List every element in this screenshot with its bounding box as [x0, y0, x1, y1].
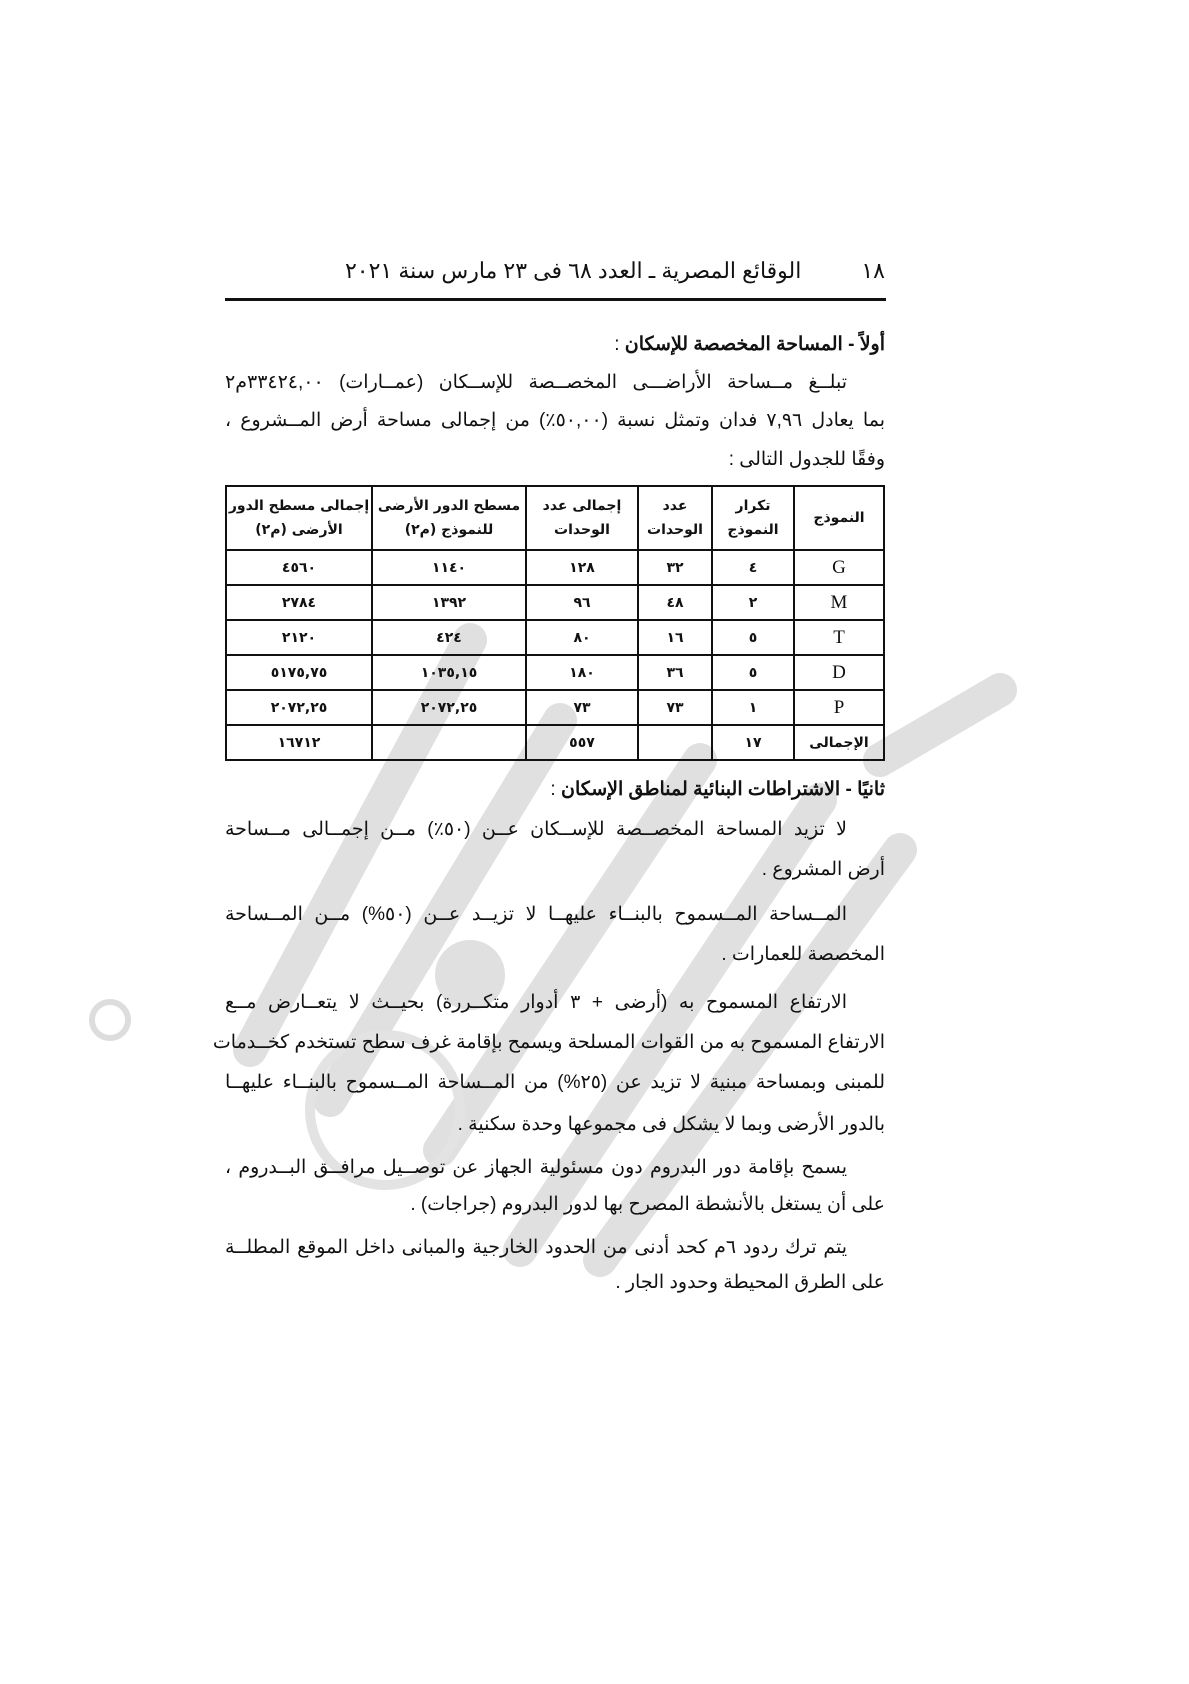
table-row: P ١ ٧٣ ٧٣ ٢٠٧٢,٢٥ ٢٠٧٢,٢٥: [225, 689, 885, 726]
table-cell: ١٧: [711, 724, 795, 761]
section2-line: بالدور الأرضى وبما لا يشكل فى مجموعها وح…: [457, 1114, 885, 1135]
table-cell: ٤٨: [637, 584, 713, 621]
table-cell: P: [793, 689, 885, 726]
table-cell: ٣٦: [637, 654, 713, 691]
section1-heading: أولاً - المساحة المخصصة للإسكان :: [614, 334, 885, 355]
table-cell: ٤٢٤: [371, 619, 527, 656]
section1-line: بما يعادل ٧,٩٦ فدان وتمثل نسبة (٥٠,٠٠٪) …: [225, 410, 885, 431]
table-cell: ١٦: [637, 619, 713, 656]
table-cell: D: [793, 654, 885, 691]
table-cell: T: [793, 619, 885, 656]
section1-line: وفقًا للجدول التالى :: [728, 449, 885, 470]
table-cell: ٢١٢٠: [225, 619, 373, 656]
section2-heading: ثانيًا - الاشتراطات البنائية لمناطق الإس…: [550, 779, 885, 800]
table-row: D ٥ ٣٦ ١٨٠ ١٠٣٥,١٥ ٥١٧٥,٧٥: [225, 654, 885, 691]
table-cell: ١٦٧١٢: [225, 724, 373, 761]
table-total-row: الإجمالى ١٧ ٥٥٧ ١٦٧١٢: [225, 724, 885, 761]
table-cell: ٣٢: [637, 549, 713, 586]
table-row: M ٢ ٤٨ ٩٦ ١٣٩٢ ٢٧٨٤: [225, 584, 885, 621]
column-header: مسطح الدور الأرضى للنموذج (م٢): [371, 485, 527, 551]
table-cell: ١٨٠: [525, 654, 639, 691]
table-cell: ٢: [711, 584, 795, 621]
section2-line: الارتفاع المسموح به (أرضى + ٣ أدوار متكـ…: [225, 992, 847, 1013]
header-rule: [225, 298, 886, 301]
section2-line: الارتفاع المسموح به من القوات المسلحة وي…: [212, 1032, 885, 1053]
section2-line: يسمح بإقامة دور البدروم دون مسئولية الجه…: [225, 1157, 847, 1178]
section2-line: أرض المشروع .: [761, 859, 885, 880]
table-cell: ٧٣: [637, 689, 713, 726]
publication-title: الوقائع المصرية ـ العدد ٦٨ فى ٢٣ مارس سن…: [344, 258, 802, 283]
table-cell: ٥١٧٥,٧٥: [225, 654, 373, 691]
table-cell: ٩٦: [525, 584, 639, 621]
table-cell: ١٠٣٥,١٥: [371, 654, 527, 691]
section2-line: لا تزيد المساحة المخصــصة للإســكان عــن…: [225, 819, 848, 840]
column-header: تكرار النموذج: [711, 485, 795, 551]
page-header: ١٨ الوقائع المصرية ـ العدد ٦٨ فى ٢٣ مارس…: [225, 258, 885, 284]
section2-line: المــساحة المــسموح بالبنــاء عليهــا لا…: [225, 904, 847, 925]
section2-line: على أن يستغل بالأنشطة المصرح بها لدور ال…: [410, 1194, 885, 1215]
table-cell: ٤: [711, 549, 795, 586]
table-cell: ٨٠: [525, 619, 639, 656]
column-header: إجمالى عدد الوحدات: [525, 485, 639, 551]
table-row: T ٥ ١٦ ٨٠ ٤٢٤ ٢١٢٠: [225, 619, 885, 656]
table-cell: M: [793, 584, 885, 621]
table-cell: ٥: [711, 619, 795, 656]
table-cell: ٧٣: [525, 689, 639, 726]
table-cell: ٢٧٨٤: [225, 584, 373, 621]
column-header: إجمالى مسطح الدور الأرضى (م٢): [225, 485, 373, 551]
section2-line: المخصصة للعمارات .: [721, 944, 885, 965]
table-row: G ٤ ٣٢ ١٢٨ ١١٤٠ ٤٥٦٠: [225, 549, 885, 586]
table-cell: ٢٠٧٢,٢٥: [225, 689, 373, 726]
table-cell: الإجمالى: [793, 724, 885, 761]
table-cell: ٤٥٦٠: [225, 549, 373, 586]
table-cell: ٥٥٧: [525, 724, 639, 761]
column-header: عدد الوحدات: [637, 485, 713, 551]
table-cell: ١: [711, 689, 795, 726]
table-cell: ١١٤٠: [371, 549, 527, 586]
section2-line: على الطرق المحيطة وحدود الجار .: [615, 1272, 885, 1293]
table-cell: [371, 724, 527, 761]
table-cell: G: [793, 549, 885, 586]
table-cell: ١٣٩٢: [371, 584, 527, 621]
page-number: ١٨: [861, 258, 885, 283]
table-header-row: النموذج تكرار النموذج عدد الوحدات إجمالى…: [225, 485, 885, 551]
housing-models-table: النموذج تكرار النموذج عدد الوحدات إجمالى…: [225, 485, 885, 761]
section2-line: يتم ترك ردود ٦م كحد أدنى من الحدود الخار…: [225, 1237, 847, 1258]
table-cell: ٢٠٧٢,٢٥: [371, 689, 527, 726]
table-cell: [637, 724, 713, 761]
table-cell: ١٢٨: [525, 549, 639, 586]
section2-line: للمبنى وبمساحة مبنية لا تزيد عن (٢٥%) من…: [225, 1072, 885, 1093]
section1-line: تبلــغ مــساحة الأراضـــى المخصــصة للإس…: [225, 372, 847, 393]
column-header: النموذج: [793, 485, 885, 551]
table-cell: ٥: [711, 654, 795, 691]
